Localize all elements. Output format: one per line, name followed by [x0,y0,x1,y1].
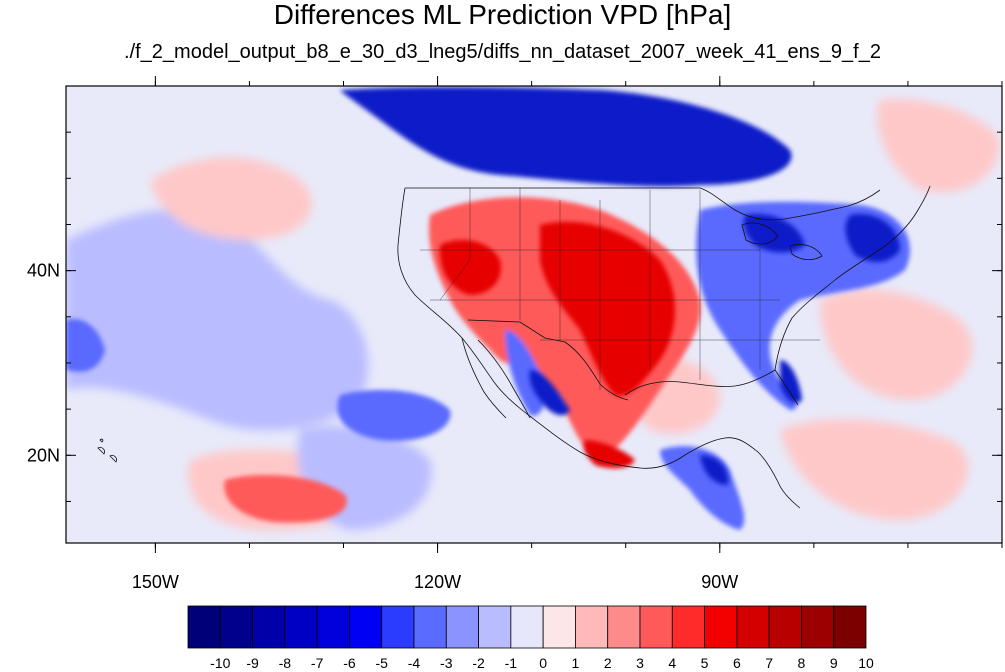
colorbar-label: -2 [472,655,485,671]
west-pacific-mid-blue-anomaly [66,319,105,372]
mexico-strong-red-anomaly [583,440,635,469]
lat-tick-label: 20N [27,445,60,465]
colorbar-label: -9 [246,655,259,671]
strong-anomaly-cores [340,87,900,485]
colorbar-label: -1 [505,655,518,671]
colorbar-swatch [639,605,673,649]
colorbar-label: -5 [375,655,388,671]
atlantic-light-red-patch [820,289,972,400]
colorbar-swatch [736,605,770,649]
colorbar-swatch [801,605,835,649]
lon-tick-label: 90W [701,572,738,592]
state-boundaries [420,188,820,390]
colorbar-label: -3 [440,655,453,671]
north-america-coastline [397,187,801,509]
colorbar-label: -7 [311,655,324,671]
colorbar-label: 10 [858,655,874,671]
colorbar-label: 3 [636,655,644,671]
gulf-of-california-coastline [477,339,531,419]
colorbar-label: -8 [279,655,292,671]
map-title: Differences ML Prediction VPD [hPa] [273,0,732,30]
colorbar-label: 5 [701,655,709,671]
colorbar [187,605,867,649]
colorbar-swatch [252,605,286,649]
baja-california-coastline [461,337,507,419]
colorbar-swatch [445,605,479,649]
colorbar-swatch [187,605,221,649]
map-plot-area [66,86,1002,543]
new-england-strong-blue-anomaly [845,214,900,262]
us-mexico-border [467,319,629,401]
colorbar-label: 4 [668,655,676,671]
colorbar-swatch [349,605,383,649]
south-pacific-mid-red-anomaly [224,475,347,523]
colorbar-swatch [542,605,576,649]
colorbar-swatch [607,605,641,649]
axis-tick-labels: 150W 120W 90W 40N 20N [27,261,738,592]
colorbar-swatch [219,605,253,649]
colorbar-swatch [768,605,802,649]
colorbar-swatch [413,605,447,649]
colorbar-label: 0 [539,655,547,671]
colorbar-label: 9 [830,655,838,671]
caribbean-light-red-patch [780,419,969,520]
canada-strong-blue-anomaly [340,87,792,187]
east-pacific-light-red-patch [150,157,312,240]
colorbar-label: 2 [604,655,612,671]
great-lakes-outline [741,222,823,260]
lon-tick-label: 120W [414,572,461,592]
colorbar-swatch [510,605,544,649]
colorbar-swatch [671,605,705,649]
colorbar-label: 8 [798,655,806,671]
gulf-coast-line [624,369,799,406]
mexico-strong-blue-anomaly [529,370,570,416]
pacific-mid-blue-anomaly [337,390,451,441]
colorbar-labels: -10 -9 -8 -7 -6 -5 -4 -3 -2 -1 0 1 2 3 4 5 6 7 8 9 10 [210,655,874,671]
hawaii-islands [97,438,117,463]
colorbar-label: -6 [343,655,356,671]
colorbar-swatch [704,605,738,649]
coastlines-and-borders [97,185,931,509]
us-canada-border [405,187,881,221]
east-coastline [774,185,931,371]
colorbar-swatch [575,605,609,649]
central-america-strong-blue-anomaly [700,455,729,485]
north-atlantic-light-red-patch [877,99,1000,193]
lat-tick-label: 40N [27,261,60,281]
florida-strong-blue-anomaly [780,360,802,404]
colorbar-swatch [478,605,512,649]
light-anomaly-patches [66,99,1000,530]
colorbar-label: 7 [765,655,773,671]
map-ticks [66,76,1003,553]
colorbar-swatch [833,605,867,649]
colorbar-swatch [284,605,318,649]
great-basin-strong-red-anomaly [439,240,501,295]
colorbar-label: 6 [733,655,741,671]
map-subtitle: ./f_2_model_output_b8_e_30_d3_lneg5/diff… [124,41,881,63]
colorbar-label: 1 [572,655,580,671]
colorbar-label: -4 [408,655,421,671]
pacific-light-blue-patch [66,209,369,431]
map-frame [65,85,1003,544]
lon-tick-label: 150W [132,572,179,592]
central-plains-strong-red-anomaly [540,221,675,396]
colorbar-swatch [316,605,350,649]
colorbar-label: -10 [210,655,230,671]
state-line-west-1 [439,188,471,301]
colorbar-swatch [381,605,415,649]
